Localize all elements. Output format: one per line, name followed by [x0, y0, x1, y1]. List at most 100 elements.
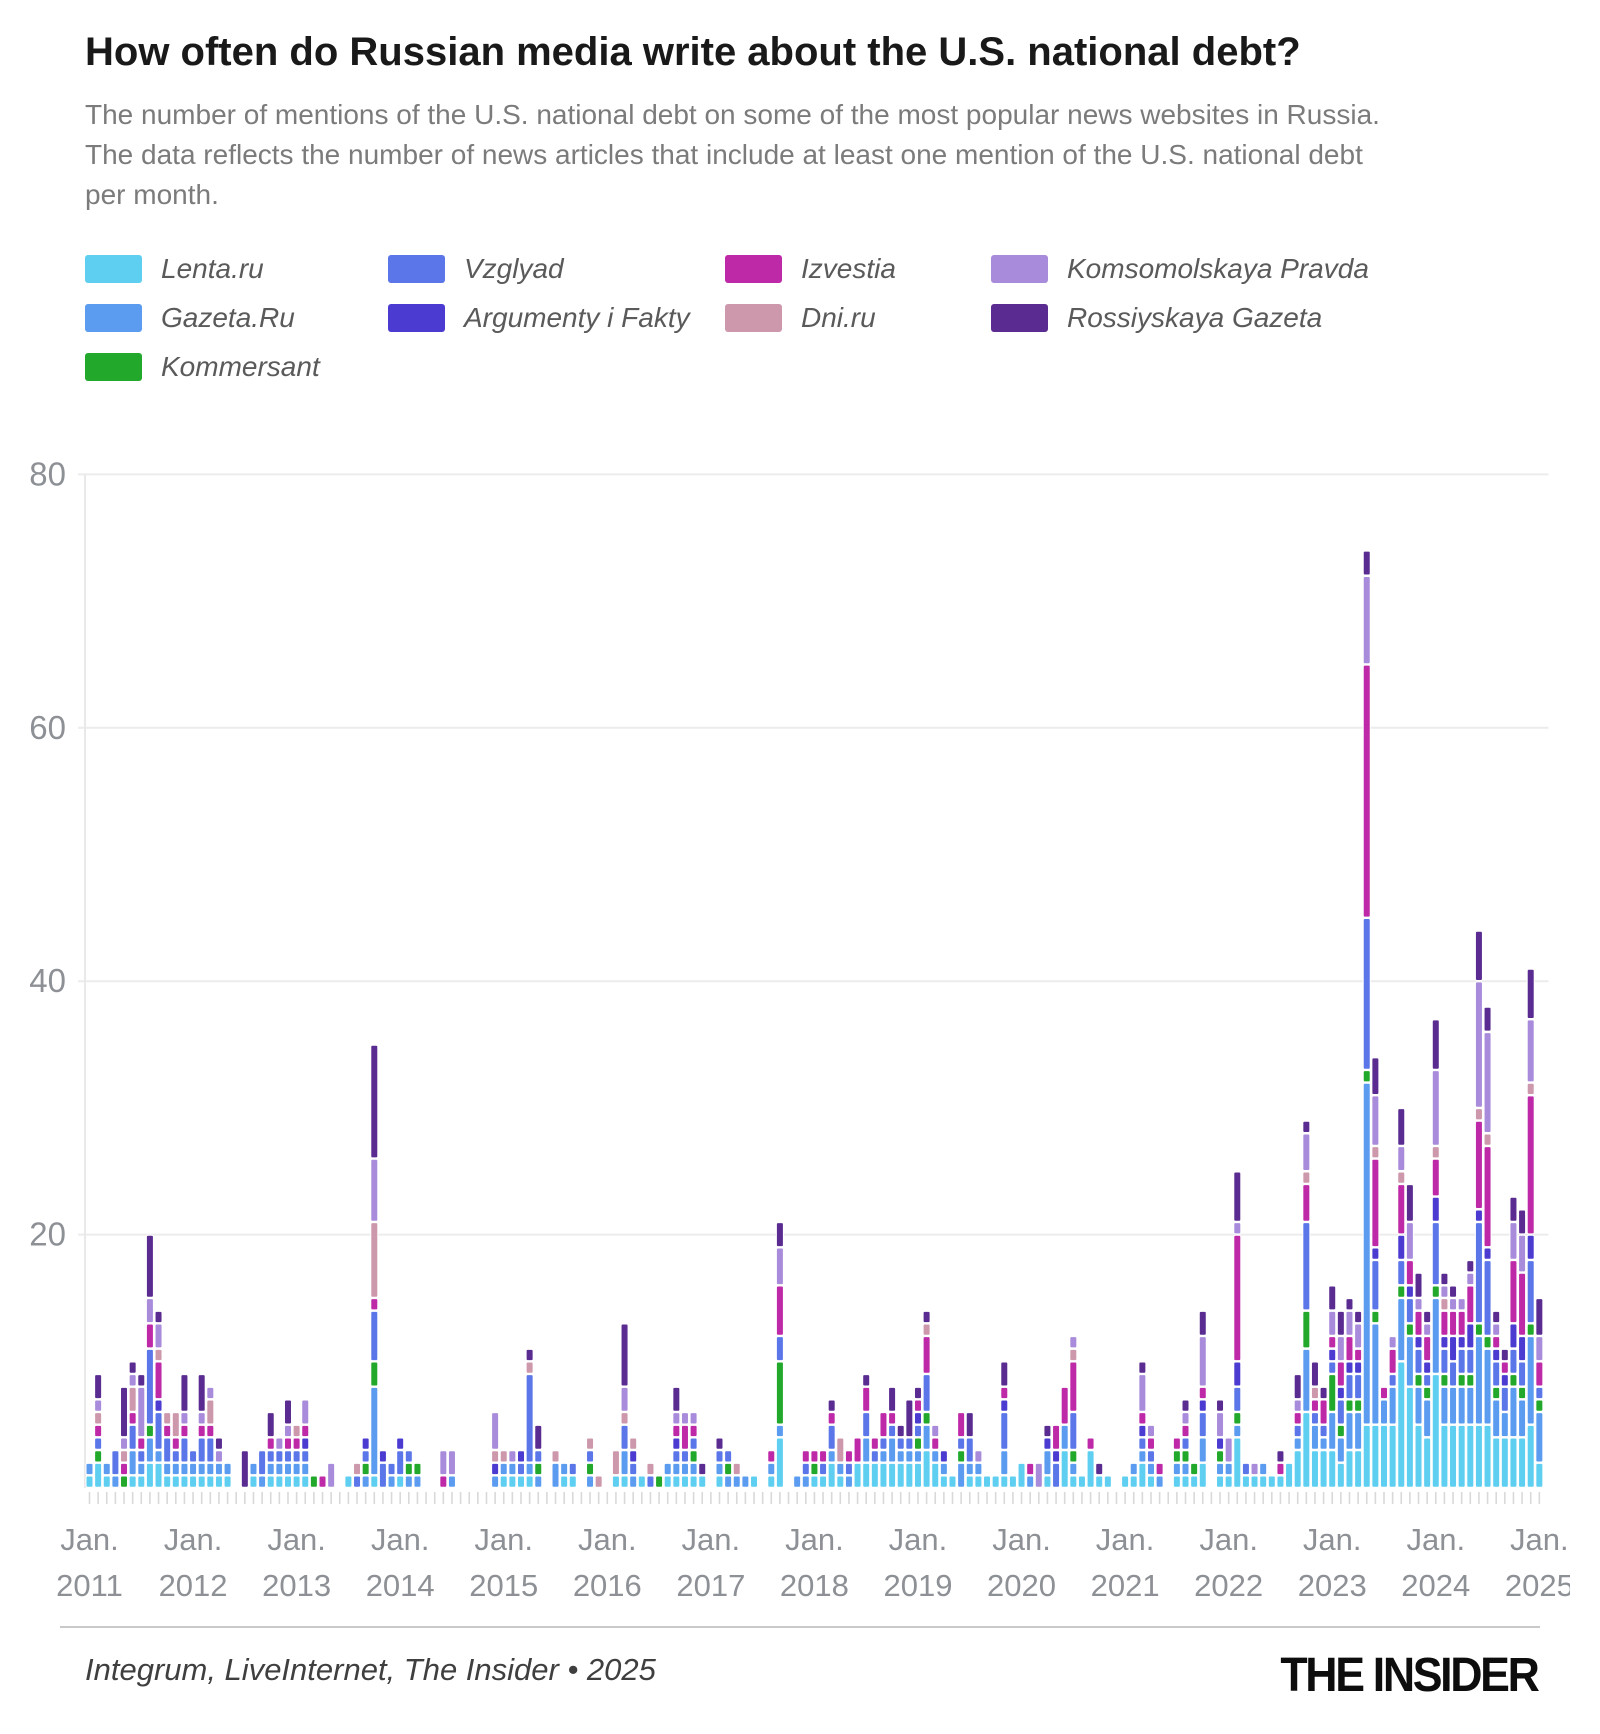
- x-tick-label-2018: Jan. 2018: [780, 1522, 849, 1600]
- bar-segment: [1483, 1146, 1492, 1248]
- bar-segment: [1397, 1285, 1406, 1298]
- bar-segment: [1492, 1310, 1501, 1324]
- legend-swatch: [388, 255, 445, 283]
- bar-segment: [266, 1412, 275, 1438]
- bar-segment: [1492, 1323, 1501, 1336]
- bar-segment: [629, 1462, 638, 1476]
- bar-segment: [94, 1462, 103, 1488]
- bar-segment: [283, 1475, 292, 1488]
- bar-segment: [266, 1450, 275, 1463]
- bar-segment: [171, 1450, 180, 1463]
- x-tick-label-2025: Jan. 2025: [1505, 1522, 1570, 1600]
- bar-segment: [1354, 1399, 1363, 1412]
- bar-segment: [1069, 1412, 1078, 1450]
- bar-segment: [1216, 1475, 1225, 1488]
- bar-segment: [1319, 1450, 1328, 1488]
- bar-segment: [1397, 1234, 1406, 1260]
- bar-segment: [611, 1475, 620, 1488]
- source-credit: Integrum, LiveInternet, The Insider • 20…: [85, 1652, 656, 1687]
- bar-segment: [508, 1475, 517, 1488]
- bar-segment: [939, 1450, 948, 1463]
- x-tick-label-2023: Jan. 2023: [1298, 1522, 1367, 1600]
- bar-segment: [931, 1437, 940, 1450]
- bar-segment: [1405, 1184, 1414, 1222]
- bar-segment: [586, 1437, 595, 1450]
- bar-segment: [844, 1462, 853, 1476]
- bar-segment: [120, 1462, 129, 1476]
- bar-segment: [387, 1475, 396, 1488]
- bar-segment: [1474, 1108, 1483, 1121]
- bar-segment: [888, 1462, 897, 1488]
- bar-segment: [353, 1462, 362, 1476]
- bar-segment: [801, 1475, 810, 1488]
- bar-segment: [396, 1475, 405, 1488]
- bar-segment: [1276, 1475, 1285, 1488]
- bar-segment: [1380, 1424, 1388, 1488]
- bar-segment: [534, 1424, 543, 1450]
- bar-segment: [1388, 1336, 1397, 1349]
- bar-segment: [1423, 1399, 1432, 1438]
- bar-segment: [1466, 1272, 1475, 1286]
- bar-segment: [1069, 1475, 1078, 1488]
- bar-segment: [1405, 1260, 1414, 1286]
- bar-segment: [1371, 1323, 1380, 1425]
- bar-segment: [724, 1450, 733, 1463]
- chart-subtitle: The number of mentions of the U.S. natio…: [85, 99, 1380, 210]
- bar-segment: [1250, 1475, 1259, 1488]
- legend-label: Gazeta.Ru: [161, 302, 295, 333]
- bar-segment: [1052, 1462, 1061, 1488]
- bar-segment: [1449, 1310, 1458, 1336]
- bar-segment: [1414, 1336, 1423, 1349]
- bar-segment: [1233, 1171, 1242, 1222]
- bar-segment: [1535, 1399, 1544, 1412]
- bar-segment: [931, 1424, 940, 1438]
- bar-segment: [1414, 1272, 1423, 1298]
- bar-segment: [1043, 1424, 1052, 1438]
- bar-segment: [128, 1475, 137, 1488]
- bar-segment: [620, 1424, 629, 1450]
- bar-segment: [1509, 1260, 1518, 1324]
- bar-segment: [1302, 1310, 1311, 1349]
- bar-segment: [1362, 550, 1371, 576]
- bar-segment: [1336, 1399, 1345, 1425]
- bar-segment: [1302, 1171, 1311, 1184]
- bar-segment: [491, 1412, 500, 1450]
- bar-segment: [189, 1462, 198, 1476]
- bar-segment: [1397, 1108, 1406, 1146]
- bar-segment: [767, 1462, 776, 1476]
- bar-segment: [525, 1348, 534, 1362]
- bar-segment: [1388, 1374, 1397, 1387]
- bar-segment: [672, 1386, 681, 1412]
- bar-segment: [1302, 1184, 1311, 1222]
- bar-segment: [1345, 1361, 1354, 1374]
- bar-segment: [102, 1462, 111, 1476]
- bar-segment: [1000, 1386, 1009, 1400]
- bar-segment: [1431, 1158, 1440, 1197]
- bar-segment: [913, 1399, 922, 1412]
- bar-segment: [1466, 1424, 1475, 1488]
- bar-segment: [1380, 1399, 1388, 1425]
- bar-segment: [292, 1450, 301, 1463]
- bar-segment: [1440, 1298, 1449, 1311]
- bar-segment: [672, 1475, 681, 1488]
- bar-segment: [1449, 1285, 1458, 1298]
- bar-segment: [491, 1450, 500, 1463]
- bar-segment: [1440, 1386, 1449, 1425]
- bar-segment: [1492, 1348, 1501, 1362]
- bar-segment: [1328, 1285, 1337, 1311]
- legend-swatch: [85, 304, 142, 332]
- bar-segment: [827, 1399, 836, 1412]
- bar-segment: [292, 1424, 301, 1438]
- x-tick-label-2013: Jan. 2013: [262, 1522, 331, 1600]
- bar-segment: [1267, 1475, 1276, 1488]
- bar-segment: [775, 1424, 784, 1438]
- bar-segment: [1293, 1450, 1302, 1488]
- bar-segment: [370, 1310, 379, 1362]
- bar-segment: [1354, 1374, 1363, 1400]
- bar-segment: [620, 1412, 629, 1425]
- x-tick-label-2014: Jan. 2014: [366, 1522, 435, 1600]
- bar-segment: [1146, 1424, 1155, 1438]
- bar-segment: [197, 1475, 206, 1488]
- bar-segment: [1302, 1222, 1311, 1311]
- bar-segment: [525, 1361, 534, 1374]
